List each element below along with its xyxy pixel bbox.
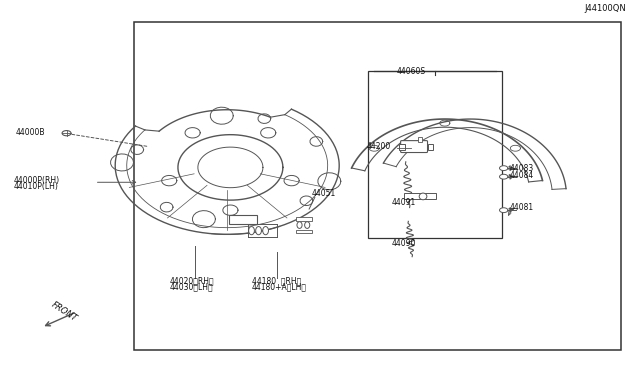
FancyBboxPatch shape: [401, 141, 428, 153]
Bar: [296, 230, 312, 233]
Bar: [134, 22, 621, 350]
Ellipse shape: [499, 208, 508, 213]
Text: FRONT: FRONT: [50, 300, 79, 323]
Text: 44091: 44091: [392, 198, 416, 207]
Ellipse shape: [297, 222, 302, 228]
Text: 44000B: 44000B: [16, 128, 45, 137]
Text: 44180  〈RH〉: 44180 〈RH〉: [252, 276, 301, 285]
Text: 44030〈LH〉: 44030〈LH〉: [170, 282, 213, 291]
Ellipse shape: [262, 227, 269, 235]
Bar: [368, 71, 502, 238]
Ellipse shape: [499, 166, 508, 170]
Ellipse shape: [419, 193, 427, 200]
Text: J44100QN: J44100QN: [584, 4, 626, 13]
Ellipse shape: [248, 227, 254, 235]
Text: 44200: 44200: [367, 142, 391, 151]
Text: 44010P(LH): 44010P(LH): [14, 182, 59, 190]
Ellipse shape: [62, 131, 71, 136]
Text: 44051: 44051: [312, 189, 336, 198]
Bar: [404, 193, 436, 199]
Text: 44083: 44083: [509, 164, 534, 173]
Bar: [229, 215, 257, 224]
Bar: [399, 144, 405, 150]
Ellipse shape: [499, 174, 508, 179]
Text: 44084: 44084: [509, 171, 534, 180]
Bar: [418, 137, 422, 142]
Text: 44090: 44090: [392, 239, 416, 248]
Text: 44180+A〈LH〉: 44180+A〈LH〉: [252, 282, 307, 291]
Ellipse shape: [305, 222, 310, 228]
Text: 44000P(RH): 44000P(RH): [14, 176, 60, 185]
Text: 44020〈RH〉: 44020〈RH〉: [170, 276, 214, 285]
Bar: [428, 144, 433, 150]
Text: 44060S: 44060S: [397, 67, 426, 76]
Text: 44081: 44081: [509, 203, 534, 212]
Ellipse shape: [256, 227, 262, 235]
Bar: [296, 217, 312, 221]
